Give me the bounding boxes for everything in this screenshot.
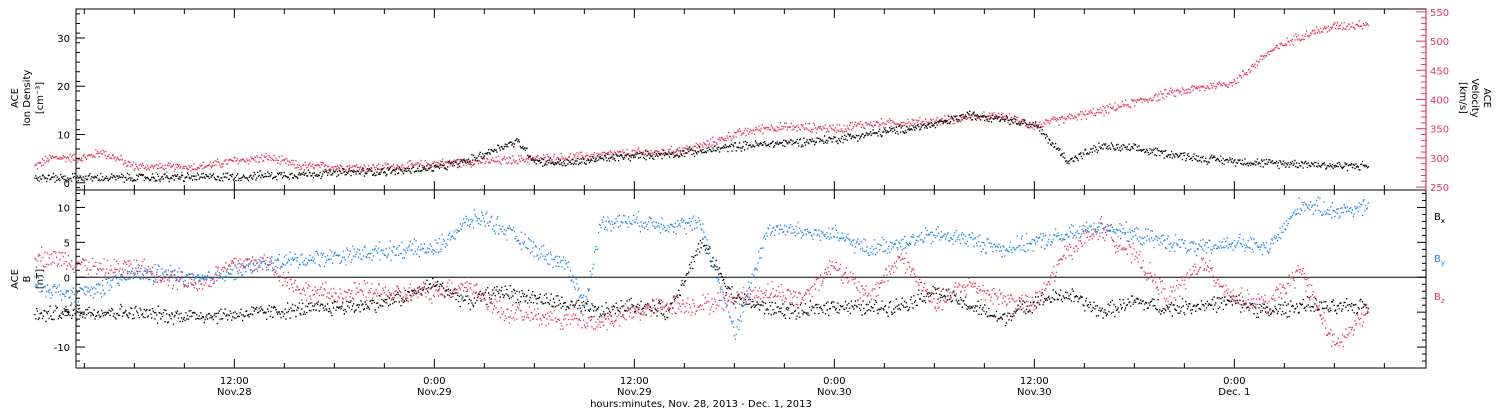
density-tick-label: 20 [57,82,70,93]
density-tick-label: 30 [57,34,70,45]
velocity-ylabel-line1: ACE [1481,88,1492,108]
density-series [34,110,1369,183]
density-tick-label: 0 [64,179,70,190]
velocity-ylabel-line3: [km/s] [1457,82,1468,114]
velocity-tick-label: 550 [1430,8,1449,19]
x-tick-date: Dec. 1 [1218,387,1250,398]
field-tick-label: -5 [60,308,70,319]
bx-series [34,238,1369,327]
legend-by: By [1434,254,1445,267]
velocity-tick-label: 500 [1430,37,1449,48]
bz-series [34,218,1369,348]
velocity-ylabel-line2: Velocity [1469,78,1480,117]
x-tick-date: Nov.29 [617,387,652,398]
velocity-tick-label: 350 [1430,125,1449,136]
field-ylabel-line3: [nT] [35,269,46,289]
field-tick-label: 5 [64,238,70,249]
field-ylabel-line2: B [22,275,33,282]
x-axis-label: hours:minutes, Nov. 28, 2013 - Dec. 1, 2… [590,399,812,410]
legend-bx: Bx [1434,212,1445,225]
density-panel-frame [75,8,1427,191]
field-tick-label: -10 [54,343,70,354]
x-tick-time: 12:00 [1020,376,1049,387]
field-tick-label: 10 [57,203,70,214]
x-tick-time: 12:00 [220,376,249,387]
density-ylabel-line2: Ion Density [22,70,33,127]
chart-marks: 0 10 20 30 250 300 350 400 450 500 550 -10 -5 0 5 10 12:… [34,8,1449,398]
x-tick-date: Nov.30 [1017,387,1052,398]
field-tick-label: 0 [64,273,70,284]
field-ylabel-line1: ACE [10,269,21,289]
x-tick-time: 0:00 [423,376,445,387]
x-tick-time: 0:00 [1223,376,1245,387]
x-tick-date: Nov.29 [417,387,452,398]
velocity-tick-label: 250 [1430,183,1449,194]
velocity-series [34,20,1369,174]
velocity-tick-label: 300 [1430,154,1449,165]
by-series [34,196,1369,340]
legend-bz: Bz [1434,292,1445,305]
density-ylabel-line1: ACE [10,88,21,108]
x-tick-time: 0:00 [823,376,845,387]
field-panel-frame [75,189,1427,369]
density-tick-label: 10 [57,130,70,141]
x-tick-date: Nov.30 [817,387,852,398]
velocity-tick-label: 400 [1430,96,1449,107]
x-tick-date: Nov.28 [217,387,252,398]
velocity-tick-label: 450 [1430,66,1449,77]
x-tick-time: 12:00 [620,376,649,387]
density-ylabel-line3: [cm⁻³] [35,82,46,114]
